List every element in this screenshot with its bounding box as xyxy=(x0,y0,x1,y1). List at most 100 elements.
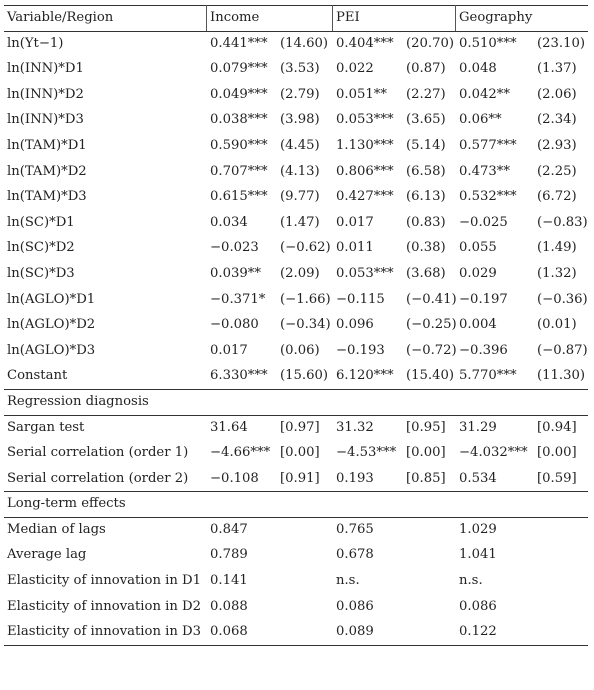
statistic-cell: (−0.83) xyxy=(537,214,588,230)
coefficient-cell: 0.017 xyxy=(210,342,248,358)
column-separator xyxy=(455,5,456,31)
column-separator xyxy=(206,5,207,31)
value-cell: 1.029 xyxy=(459,521,497,537)
section-rule xyxy=(4,388,588,390)
coefficient-cell: 0.06** xyxy=(459,112,502,128)
table-row: ln(INN)*D3 0.038*** (3.98) 0.053*** (3.65) 0.… xyxy=(4,107,588,133)
statistic-cell: (23.10) xyxy=(537,35,586,51)
coefficient-cell: −0.108 xyxy=(210,470,259,486)
bottom-rule xyxy=(4,644,588,646)
coefficients-body: ln(Yt−1) 0.441*** (14.60) 0.404*** (20.70) 0.… xyxy=(4,31,588,389)
coefficient-cell: 0.534 xyxy=(459,470,497,486)
longterm-body: Median of lags 0.847 0.765 1.029 Average lag… xyxy=(4,517,588,645)
coefficient-cell: 0.038*** xyxy=(210,112,268,128)
coefficient-cell: 0.049*** xyxy=(210,86,268,102)
statistic-cell: [0.95] xyxy=(406,419,446,435)
coefficient-cell: 31.64 xyxy=(210,419,248,435)
statistic-cell: (6.58) xyxy=(406,163,446,179)
header-income: Income xyxy=(210,10,260,25)
value-cell: 0.086 xyxy=(336,598,374,614)
statistic-cell: [0.00] xyxy=(406,445,446,461)
statistic-cell: (−0.87) xyxy=(537,342,588,358)
table-row: ln(AGLO)*D1 −0.371* (−1.66) −0.115 (−0.41) −0… xyxy=(4,287,588,313)
statistic-cell: (3.65) xyxy=(406,112,446,128)
section-rule xyxy=(4,491,588,493)
coefficient-cell: 0.022 xyxy=(336,61,374,77)
coefficient-cell: 0.039** xyxy=(210,265,261,281)
row-label: ln(AGLO)*D3 xyxy=(7,342,96,358)
statistic-cell: [0.00] xyxy=(537,445,577,461)
row-label: ln(AGLO)*D1 xyxy=(7,291,96,307)
coefficient-cell: −0.025 xyxy=(459,214,508,230)
coefficient-cell: −0.396 xyxy=(459,342,508,358)
row-label: Serial correlation (order 2) xyxy=(7,470,189,486)
statistic-cell: (3.98) xyxy=(280,112,320,128)
coefficient-cell: −0.371* xyxy=(210,291,266,307)
row-label: ln(INN)*D3 xyxy=(7,112,84,128)
statistic-cell: (6.13) xyxy=(406,189,446,205)
table-row: ln(TAM)*D2 0.707*** (4.13) 0.806*** (6.58) 0.… xyxy=(4,159,588,185)
statistic-cell: (0.38) xyxy=(406,240,446,256)
coefficient-cell: −0.023 xyxy=(210,240,259,256)
statistic-cell: (4.13) xyxy=(280,163,320,179)
top-rule xyxy=(4,5,588,6)
coefficient-cell: 0.055 xyxy=(459,240,497,256)
row-label: Average lag xyxy=(7,547,87,563)
statistic-cell: (1.49) xyxy=(537,240,577,256)
coefficient-cell: 0.053*** xyxy=(336,265,394,281)
table-row: Elasticity of innovation in D3 0.068 0.089… xyxy=(4,619,588,645)
coefficient-cell: 0.051** xyxy=(336,86,387,102)
statistic-cell: (1.37) xyxy=(537,61,577,77)
table-row: ln(SC)*D3 0.039** (2.09) 0.053*** (3.68) 0.02… xyxy=(4,261,588,287)
statistic-cell: (0.06) xyxy=(280,342,320,358)
statistic-cell: (9.77) xyxy=(280,189,320,205)
row-label: ln(SC)*D1 xyxy=(7,214,75,230)
header-row: Variable/Region Income PEI Geography xyxy=(4,5,588,31)
section-title-diagnosis: Regression diagnosis xyxy=(4,389,588,415)
statistic-cell: (11.30) xyxy=(537,368,586,384)
coefficient-cell: −0.115 xyxy=(336,291,385,307)
section-title: Regression diagnosis xyxy=(7,393,149,409)
row-label: ln(TAM)*D3 xyxy=(7,189,87,205)
row-label: ln(INN)*D2 xyxy=(7,86,84,102)
statistic-cell: (−0.34) xyxy=(280,317,331,333)
table-row: ln(INN)*D1 0.079*** (3.53) 0.022 (0.87) 0.048… xyxy=(4,56,588,82)
coefficient-cell: 0.532*** xyxy=(459,189,517,205)
statistic-cell: [0.97] xyxy=(280,419,320,435)
value-cell: 0.765 xyxy=(336,521,374,537)
coefficient-cell: 0.029 xyxy=(459,265,497,281)
row-label: ln(Yt−1) xyxy=(7,35,64,51)
coefficient-cell: 0.473** xyxy=(459,163,510,179)
row-label: Median of lags xyxy=(7,521,106,537)
row-label: Elasticity of innovation in D2 xyxy=(7,598,202,614)
value-cell: 0.088 xyxy=(210,598,248,614)
value-cell: 0.789 xyxy=(210,547,248,563)
statistic-cell: (0.83) xyxy=(406,214,446,230)
coefficient-cell: −0.080 xyxy=(210,317,259,333)
statistic-cell: (−0.25) xyxy=(406,317,457,333)
section-rule xyxy=(4,516,588,518)
diagnosis-body: Sargan test 31.64 [0.97] 31.32 [0.95] 31.29 [0… xyxy=(4,415,588,492)
section-rule xyxy=(4,414,588,416)
statistic-cell: [0.00] xyxy=(280,445,320,461)
header-variable: Variable/Region xyxy=(7,10,114,25)
statistic-cell: (0.87) xyxy=(406,61,446,77)
header-geography: Geography xyxy=(459,10,533,25)
table-row: Elasticity of innovation in D1 0.141 n.s. n… xyxy=(4,568,588,594)
coefficient-cell: 0.427*** xyxy=(336,189,394,205)
coefficient-cell: 0.042** xyxy=(459,86,510,102)
statistic-cell: (2.79) xyxy=(280,86,320,102)
statistic-cell: (2.27) xyxy=(406,86,446,102)
statistic-cell: (2.93) xyxy=(537,137,577,153)
table-row: ln(TAM)*D1 0.590*** (4.45) 1.130*** (5.14) 0.… xyxy=(4,133,588,159)
row-label: ln(TAM)*D2 xyxy=(7,163,87,179)
statistic-cell: (0.01) xyxy=(537,317,577,333)
row-label: Elasticity of innovation in D3 xyxy=(7,624,202,640)
table-row: Serial correlation (order 1) −4.66*** [0.0… xyxy=(4,440,588,466)
statistic-cell: (2.06) xyxy=(537,86,577,102)
coefficient-cell: 6.120*** xyxy=(336,368,394,384)
statistic-cell: (1.32) xyxy=(537,265,577,281)
table-row: Constant 6.330*** (15.60) 6.120*** (15.40) 5.… xyxy=(4,363,588,389)
section-title-longterm: Long-term effects xyxy=(4,491,588,517)
header-rule xyxy=(4,30,588,32)
